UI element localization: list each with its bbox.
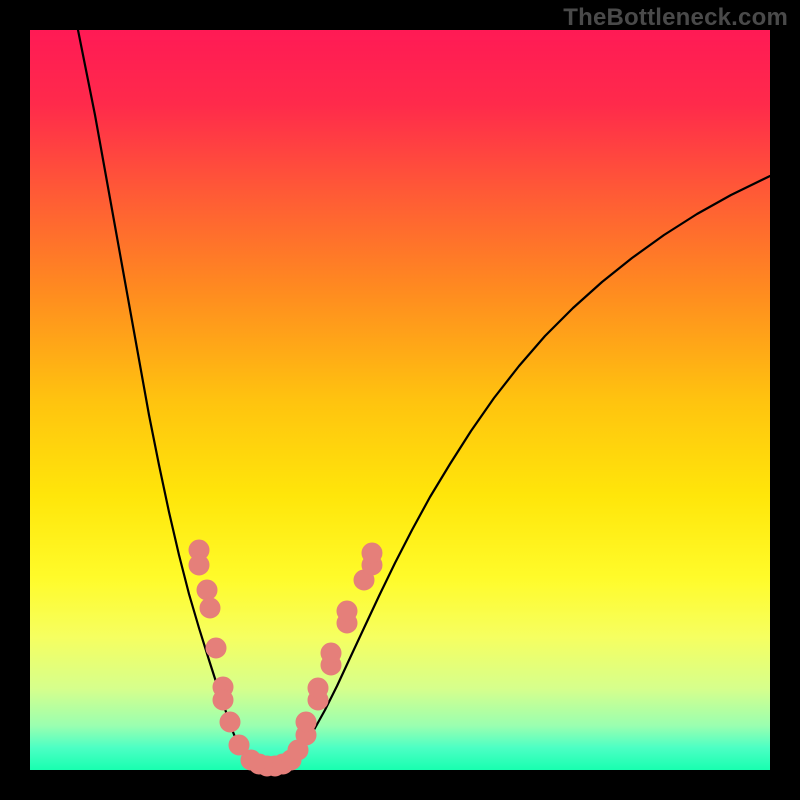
data-marker: [337, 601, 357, 621]
data-marker: [362, 543, 382, 563]
data-marker: [206, 638, 226, 658]
watermark-text: TheBottleneck.com: [563, 4, 788, 32]
chart-stage: TheBottleneck.com: [0, 0, 800, 800]
bottleneck-chart-svg: [0, 0, 800, 800]
data-marker: [321, 643, 341, 663]
gradient-background: [30, 30, 770, 770]
data-marker: [308, 678, 328, 698]
data-marker: [296, 712, 316, 732]
data-marker: [220, 712, 240, 732]
data-marker: [200, 598, 220, 618]
data-marker: [213, 690, 233, 710]
data-marker: [189, 555, 209, 575]
data-marker: [197, 580, 217, 600]
